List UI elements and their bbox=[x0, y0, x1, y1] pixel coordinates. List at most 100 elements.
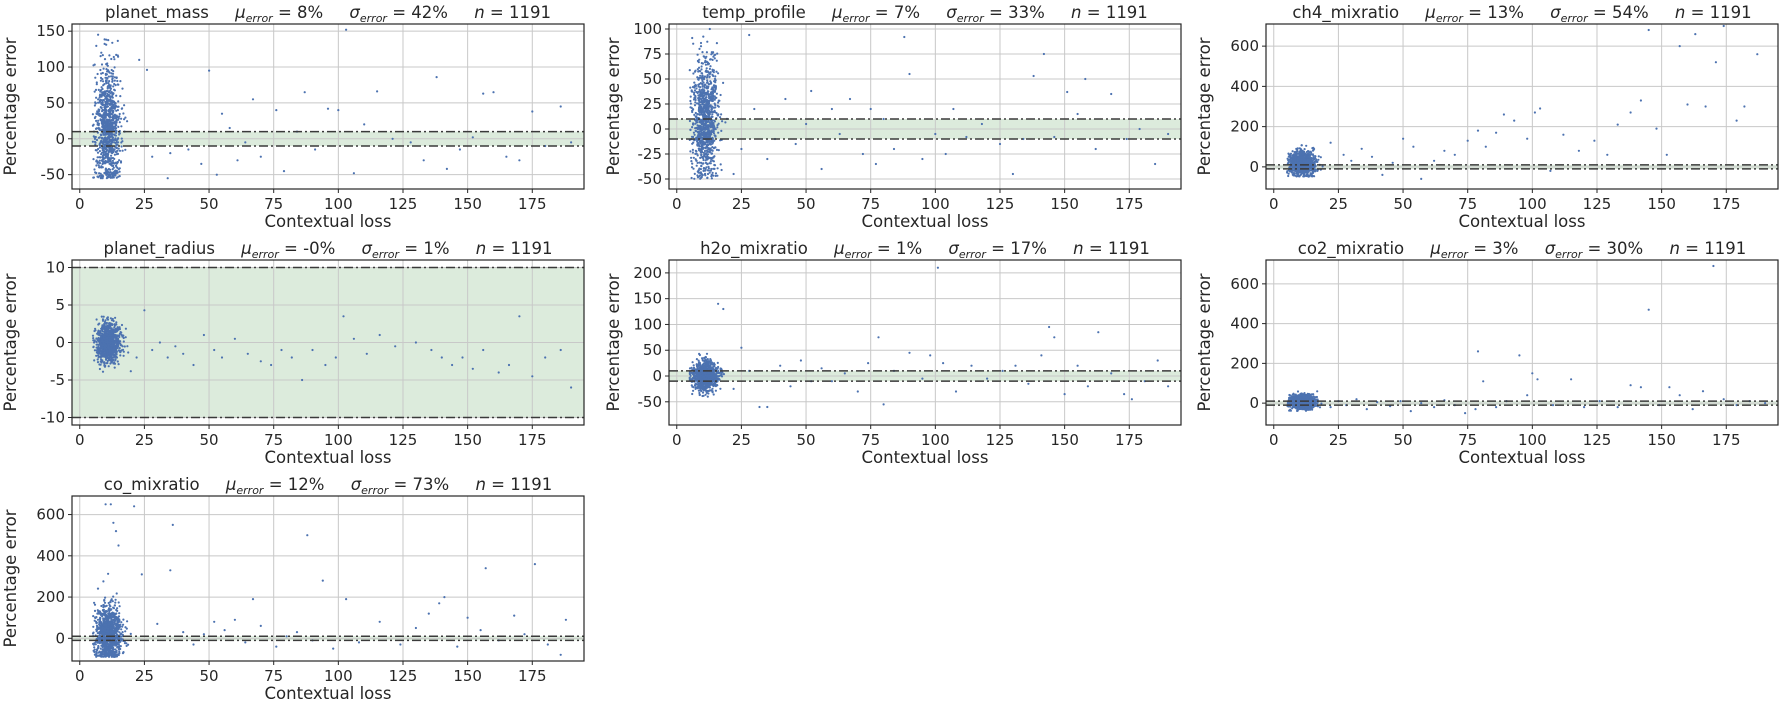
scatter-point bbox=[108, 54, 110, 56]
subplot-title: planet_radius μerror = -0% σerror = 1% n… bbox=[103, 239, 552, 261]
scatter-point bbox=[112, 160, 114, 162]
scatter-point bbox=[94, 104, 96, 106]
scatter-point bbox=[96, 139, 98, 141]
scatter-point bbox=[327, 108, 329, 110]
scatter-point bbox=[311, 349, 313, 351]
scatter-point bbox=[694, 85, 696, 87]
scatter-point bbox=[693, 157, 695, 159]
scatter-point bbox=[706, 79, 708, 81]
scatter-point bbox=[107, 157, 109, 159]
scatter-point bbox=[708, 95, 710, 97]
x-tick-label: 0 bbox=[672, 195, 682, 213]
scatter-point bbox=[95, 45, 97, 47]
scatter-point bbox=[708, 83, 710, 85]
scatter-point bbox=[689, 69, 691, 71]
scatter-point bbox=[697, 170, 699, 172]
scatter-point bbox=[570, 386, 572, 388]
scatter-point bbox=[104, 38, 106, 40]
scatter-point bbox=[114, 367, 116, 369]
scatter-point bbox=[101, 78, 103, 80]
scatter-point bbox=[108, 168, 110, 170]
scatter-point bbox=[693, 364, 695, 366]
scatter-point bbox=[96, 318, 98, 320]
scatter-point bbox=[192, 364, 194, 366]
x-tick-label: 0 bbox=[1269, 195, 1279, 213]
scatter-point bbox=[115, 128, 117, 130]
scatter-point bbox=[95, 355, 97, 357]
scatter-point bbox=[94, 64, 96, 66]
scatter-point bbox=[707, 113, 709, 115]
scatter-point bbox=[1606, 154, 1608, 156]
scatter-point bbox=[118, 363, 120, 365]
scatter-point bbox=[103, 336, 105, 338]
scatter-point bbox=[560, 349, 562, 351]
scatter-point bbox=[100, 165, 102, 167]
scatter-point bbox=[96, 341, 98, 343]
scatter-point bbox=[695, 116, 697, 118]
scatter-point bbox=[1139, 128, 1141, 130]
scatter-point bbox=[714, 91, 716, 93]
scatter-point bbox=[94, 340, 96, 342]
scatter-point bbox=[221, 356, 223, 358]
scatter-point bbox=[805, 123, 807, 125]
scatter-point bbox=[117, 56, 119, 58]
scatter-point bbox=[120, 344, 122, 346]
scatter-point bbox=[120, 160, 122, 162]
scatter-point bbox=[111, 147, 113, 149]
x-tick-label: 75 bbox=[1458, 195, 1477, 213]
scatter-point bbox=[715, 172, 717, 174]
scatter-point bbox=[703, 91, 705, 93]
scatter-point bbox=[1666, 154, 1668, 156]
scatter-point bbox=[693, 82, 695, 84]
scatter-point bbox=[716, 53, 718, 55]
scatter-point bbox=[126, 120, 128, 122]
scatter-point bbox=[98, 353, 100, 355]
scatter-point bbox=[260, 156, 262, 158]
scatter-point bbox=[118, 148, 120, 150]
scatter-point bbox=[92, 335, 94, 337]
y-axis-label: Percentage error bbox=[1, 37, 20, 175]
scatter-point bbox=[740, 148, 742, 150]
scatter-point bbox=[713, 393, 715, 395]
scatter-point bbox=[113, 326, 115, 328]
scatter-point bbox=[111, 349, 113, 351]
scatter-point bbox=[110, 123, 112, 125]
scatter-point bbox=[101, 137, 103, 139]
scatter-point bbox=[151, 156, 153, 158]
scatter-point bbox=[1454, 154, 1456, 156]
scatter-point bbox=[689, 150, 691, 152]
scatter-point bbox=[1694, 33, 1696, 35]
scatter-point bbox=[713, 120, 715, 122]
scatter-point bbox=[461, 356, 463, 358]
scatter-point bbox=[724, 121, 726, 123]
scatter-point bbox=[111, 81, 113, 83]
scatter-point bbox=[1303, 172, 1305, 174]
scatter-point bbox=[100, 330, 102, 332]
scatter-point bbox=[99, 142, 101, 144]
scatter-point bbox=[700, 130, 702, 132]
scatter-point bbox=[703, 147, 705, 149]
x-tick-label: 175 bbox=[518, 431, 547, 449]
scatter-point bbox=[97, 346, 99, 348]
scatter-point bbox=[111, 339, 113, 341]
y-tick-label: 200 bbox=[1230, 118, 1259, 136]
scatter-point bbox=[111, 336, 113, 338]
scatter-point bbox=[921, 158, 923, 160]
scatter-point bbox=[101, 350, 103, 352]
scatter-point bbox=[712, 150, 714, 152]
scatter-point bbox=[110, 126, 112, 128]
scatter-point bbox=[114, 317, 116, 319]
scatter-point bbox=[934, 133, 936, 135]
y-tick-label: 100 bbox=[633, 20, 662, 38]
scatter-point bbox=[713, 130, 715, 132]
scatter-point bbox=[531, 375, 533, 377]
scatter-point bbox=[111, 107, 113, 109]
scatter-point bbox=[116, 147, 118, 149]
scatter-point bbox=[482, 349, 484, 351]
scatter-point bbox=[102, 155, 104, 157]
scatter-point bbox=[692, 72, 694, 74]
scatter-point bbox=[345, 29, 347, 31]
scatter-point bbox=[108, 343, 110, 345]
scatter-point bbox=[706, 158, 708, 160]
scatter-point bbox=[707, 116, 709, 118]
